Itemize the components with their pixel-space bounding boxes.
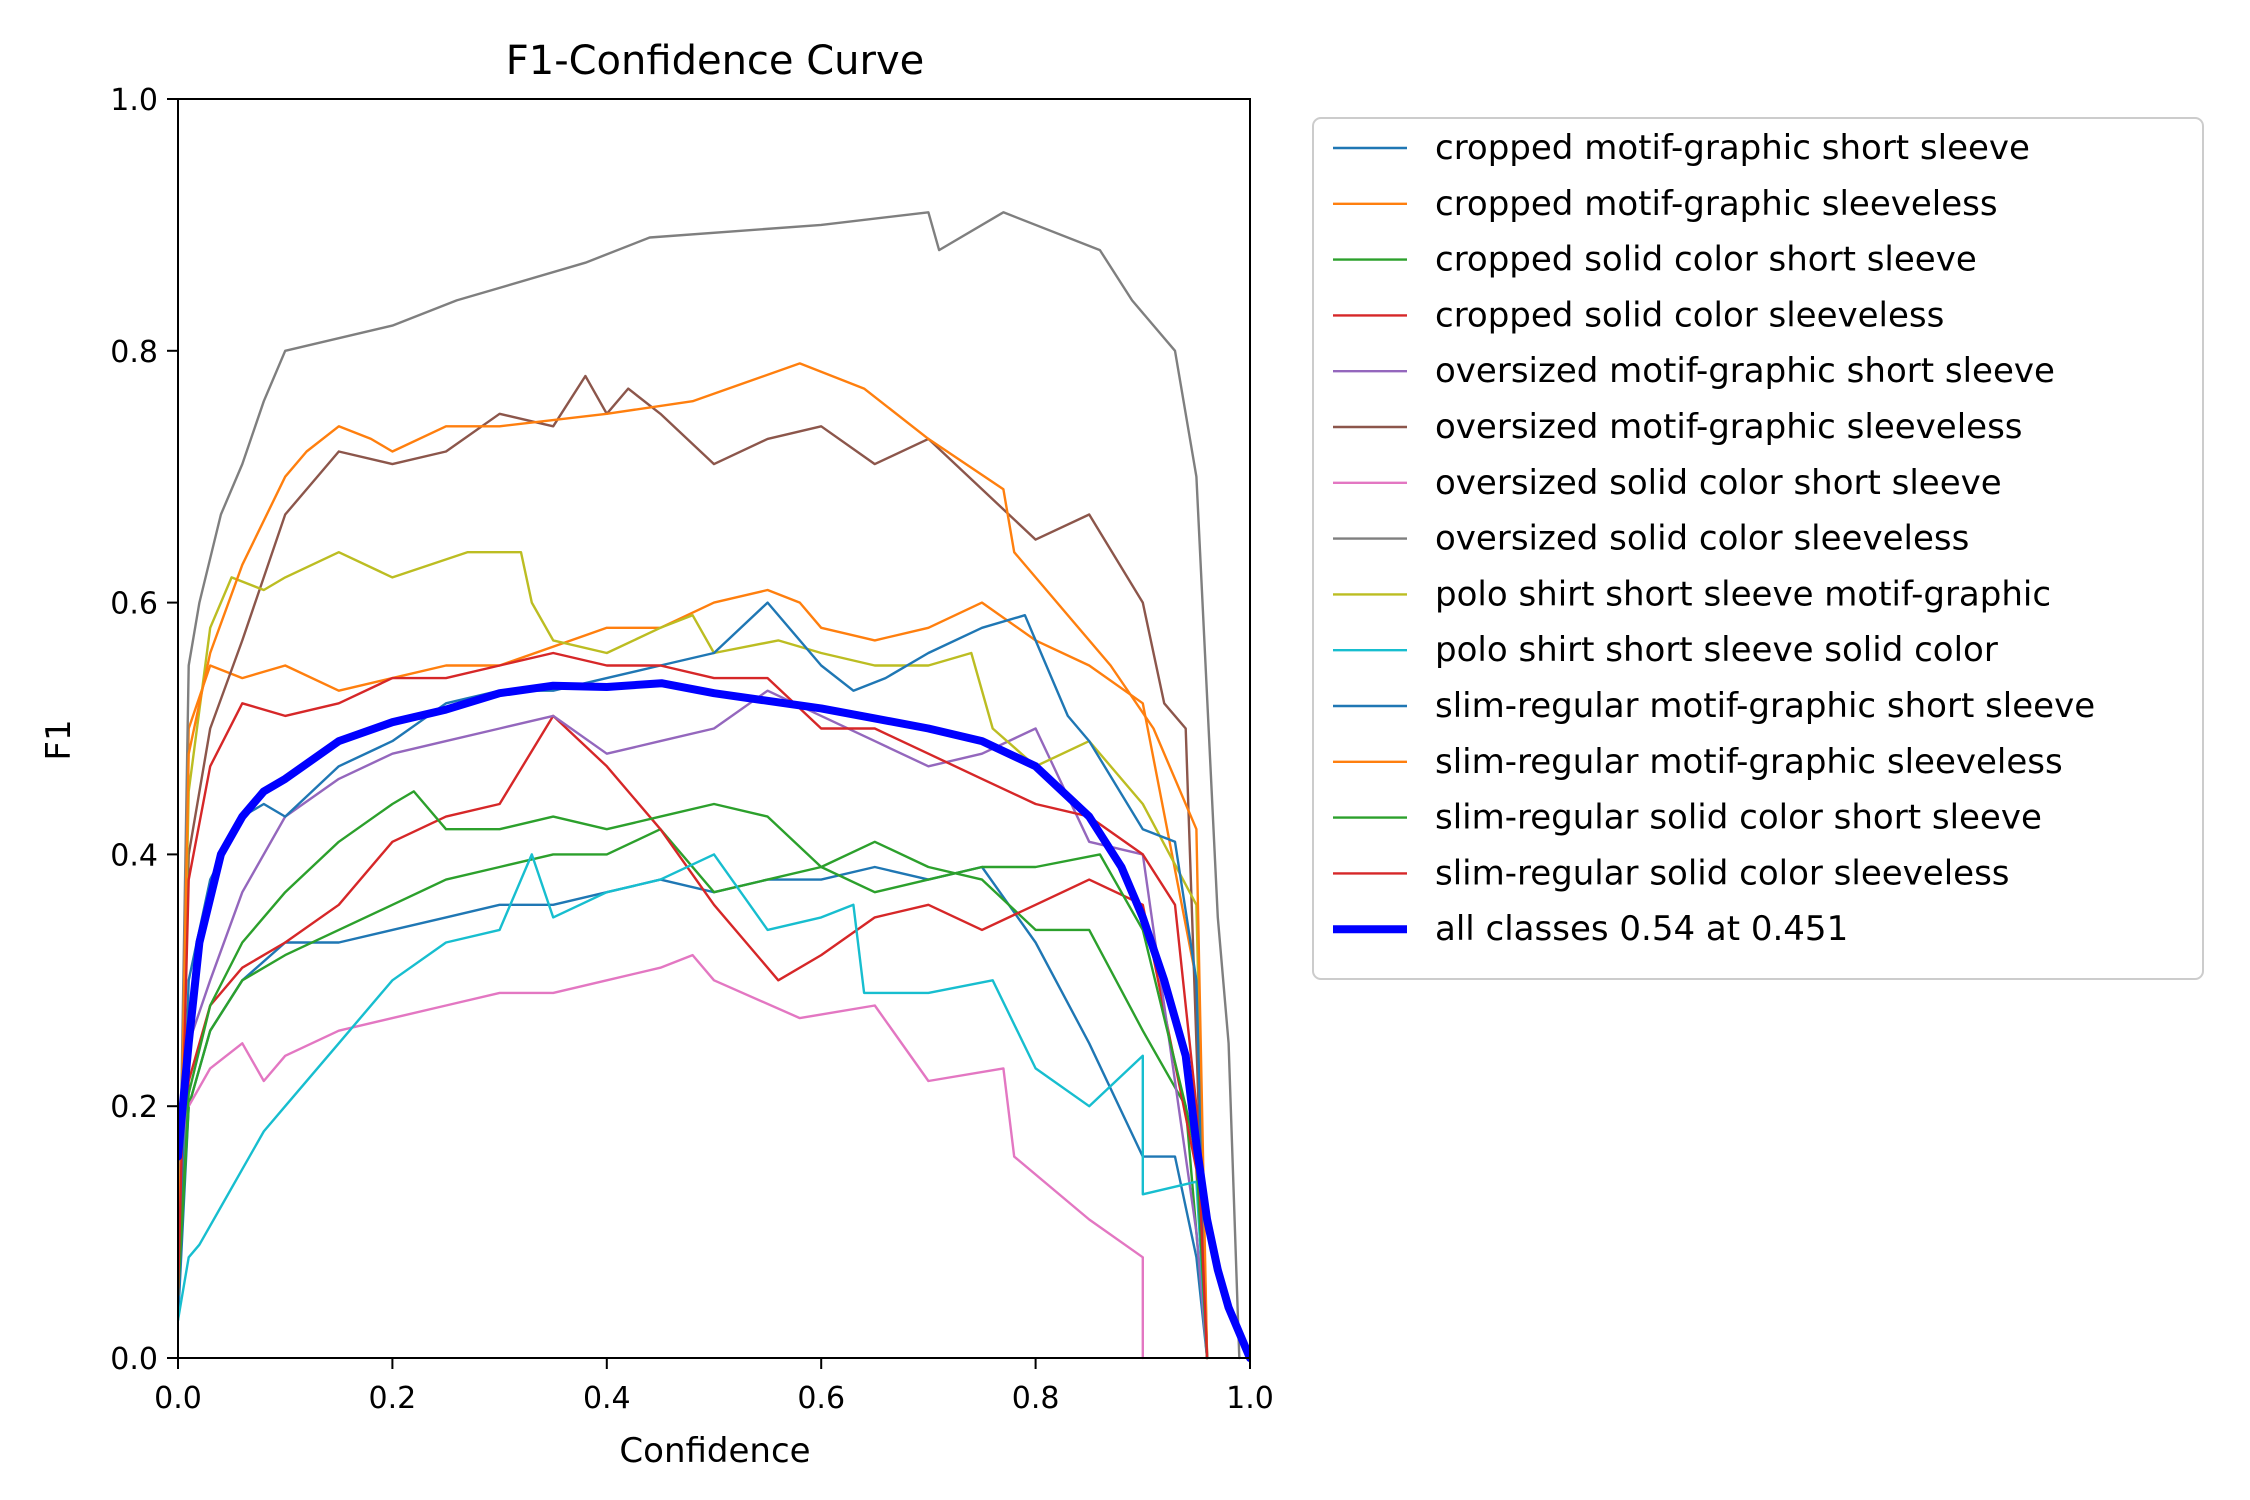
legend-label: all classes 0.54 at 0.451 (1435, 909, 1848, 949)
legend: cropped motif-graphic short sleeve croppe… (1312, 117, 2204, 980)
x-tick-label: 1.0 (1226, 1381, 1274, 1416)
legend-label: slim-regular motif-graphic sleeveless (1435, 742, 2063, 782)
series-line-7 (187, 953, 1145, 1360)
y-tick-label: 0.4 (110, 838, 158, 873)
legend-label: oversized solid color short sleeve (1435, 463, 2002, 503)
legend-label: oversized solid color sleeveless (1435, 519, 1969, 559)
legend-label: slim-regular solid color sleeveless (1435, 853, 2010, 893)
legend-label: cropped motif-graphic short sleeve (1435, 128, 2030, 168)
series-line-13 (178, 790, 1209, 1360)
y-tick-label: 0.8 (110, 335, 158, 370)
legend-label: oversized motif-graphic short sleeve (1435, 351, 2055, 391)
x-tick-label: 0.8 (1012, 1381, 1060, 1416)
series-line-9 (178, 551, 1209, 1360)
y-tick-label: 0.2 (110, 1090, 158, 1125)
series-line-11 (178, 601, 1209, 1360)
series-line-15 (178, 679, 1250, 1362)
x-tick-label: 0.2 (369, 1381, 417, 1416)
legend-label: slim-regular solid color short sleeve (1435, 798, 2042, 838)
plot-area (178, 211, 1250, 1362)
chart-title: F1-Confidence Curve (506, 38, 925, 84)
series-line-14 (178, 651, 1209, 1360)
y-tick-label: 1.0 (110, 83, 158, 118)
series-line-5 (178, 689, 1209, 1360)
series-line-1 (178, 865, 1209, 1360)
legend-label: oversized motif-graphic sleeveless (1435, 407, 2023, 447)
legend-label: polo shirt short sleeve motif-graphic (1435, 574, 2051, 614)
x-tick-label: 0.6 (797, 1381, 845, 1416)
series-line-6 (178, 374, 1209, 1360)
x-tick-label: 0.4 (583, 1381, 631, 1416)
series-line-8 (178, 211, 1241, 1360)
series-line-10 (178, 853, 1209, 1360)
legend-label: cropped solid color short sleeve (1435, 240, 1977, 280)
y-tick-label: 0.0 (110, 1342, 158, 1377)
x-axis-label: Confidence (619, 1431, 810, 1471)
x-tick-label: 0.0 (154, 1381, 202, 1416)
legend-label: polo shirt short sleeve solid color (1435, 630, 1998, 670)
axes: 0.0 0.2 0.4 0.6 0.8 1.0 0.0 0.2 0.4 0.6 0.8 1.0 (110, 83, 1274, 1416)
legend-label: slim-regular motif-graphic short sleeve (1435, 686, 2095, 726)
series-line-2 (178, 588, 1209, 1360)
legend-label: cropped motif-graphic sleeveless (1435, 184, 1998, 224)
series-line-12 (178, 362, 1209, 1360)
series-line-4 (178, 714, 1209, 1360)
legend-label: cropped solid color sleeveless (1435, 295, 1944, 335)
legend-box (1312, 117, 2204, 980)
y-tick-label: 0.6 (110, 587, 158, 622)
plot-frame (177, 98, 1251, 1359)
y-axis-label: F1 (39, 719, 79, 760)
